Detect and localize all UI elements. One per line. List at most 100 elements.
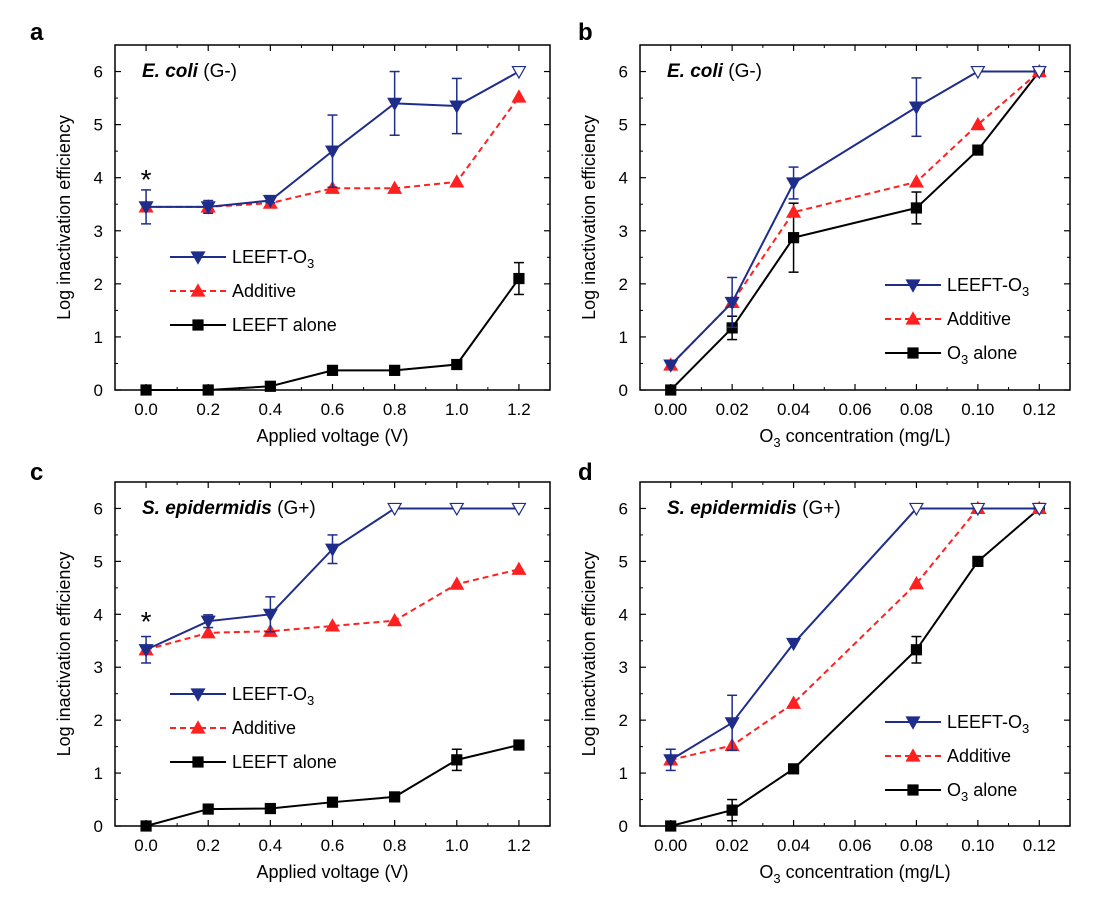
- data-point-leeft_o3: [511, 502, 527, 517]
- data-point-o3_alone: [910, 202, 923, 214]
- y-tick-label: 1: [619, 328, 628, 347]
- data-point-leeft_alone: [264, 380, 276, 392]
- data-point-additive: [387, 612, 403, 627]
- series-line-additive: [670, 507, 1040, 761]
- data-point-leeft_alone: [389, 364, 401, 376]
- data-point-leeft_o3: [786, 637, 802, 652]
- legend: LEEFT-O3 Additive LEEFT alone: [170, 684, 337, 772]
- data-point-additive: [908, 575, 924, 590]
- data-point-additive: [786, 204, 802, 218]
- y-tick-label: 0: [94, 381, 103, 400]
- panel-c: c 0 1 2 3 4 5 6 0.0 0.2 0.4 0.6 0.8 1.0 1.2 Applied vol…: [30, 459, 551, 882]
- significance-asterisk: *: [141, 164, 152, 195]
- panel-letter: a: [30, 19, 44, 46]
- x-axis-title-text: O: [759, 862, 773, 882]
- y-tick-label: 2: [94, 275, 103, 294]
- data-point-additive: [449, 576, 465, 590]
- x-tick-label: 0.0: [134, 400, 158, 419]
- x-tick-label: 0.04: [777, 836, 810, 855]
- series-leeft_o3: [663, 65, 1047, 373]
- y-tick-label: 1: [94, 328, 103, 347]
- data-point-leeft_o3: [663, 359, 679, 373]
- y-tick-label: 3: [619, 658, 628, 677]
- data-point-leeft_alone: [389, 791, 401, 803]
- x-tick-label: 0.00: [654, 400, 687, 419]
- data-point-leeft_o3: [324, 145, 341, 159]
- organism-name: E. coli: [142, 61, 199, 82]
- x-tick-label: 0.8: [383, 836, 407, 855]
- legend-label-additive: Additive: [232, 718, 296, 738]
- legend-text: Additive: [232, 718, 296, 738]
- x-tick-label: 0.08: [900, 836, 933, 855]
- panel-letter: c: [30, 459, 43, 486]
- y-tick-label: 4: [619, 605, 628, 624]
- legend-label-additive: Additive: [947, 309, 1011, 329]
- y-tick-label: 2: [619, 711, 628, 730]
- legend-text: LEEFT-O: [947, 712, 1022, 732]
- data-point-leeft_o3: [1031, 502, 1047, 517]
- data-point-leeft_o3: [262, 608, 278, 623]
- x-tick-label: 0.06: [838, 400, 871, 419]
- y-axis-title: Log inactivation efficiency: [579, 552, 599, 757]
- data-point-leeft_o3: [262, 194, 278, 209]
- y-tick-label: 6: [94, 499, 103, 518]
- legend-marker-leeft_o3: [905, 716, 921, 730]
- y-tick-label: 5: [619, 116, 628, 135]
- legend-text: Additive: [232, 281, 296, 301]
- y-tick-label: 4: [619, 169, 628, 188]
- series-line-o3_alone: [670, 70, 1041, 391]
- data-point-leeft_alone: [513, 272, 525, 285]
- data-point-leeft_o3: [1031, 65, 1047, 80]
- x-axis-title-text: Applied voltage (V): [256, 862, 408, 882]
- data-point-o3_alone: [972, 144, 984, 156]
- data-point-leeft_o3: [449, 100, 465, 114]
- y-tick-label: 0: [94, 817, 103, 836]
- x-axis-title-subscript: 3: [773, 871, 780, 886]
- data-point-leeft_o3: [786, 177, 802, 191]
- plot-frame: [639, 481, 1071, 827]
- legend-text: O: [947, 780, 961, 800]
- data-point-o3_alone: [972, 555, 984, 567]
- panel-a: a 0 1 2 3 4 5 6 0.0 0.2 0.4 0.6 0.8 1.0 1.2 Applied vol…: [30, 19, 551, 446]
- legend-text: Additive: [947, 309, 1011, 329]
- organism-gram: (G+): [277, 498, 316, 519]
- x-tick-label: 1.2: [507, 400, 531, 419]
- legend-marker-additive: [905, 748, 921, 762]
- data-point-additive: [511, 561, 527, 575]
- panel-letter: b: [578, 19, 593, 46]
- data-point-leeft_o3: [970, 65, 986, 80]
- data-point-leeft_o3: [511, 65, 527, 80]
- x-axis-title-subscript: 3: [773, 435, 780, 450]
- organism-name: E. coli: [667, 61, 724, 82]
- y-tick-label: 0: [619, 381, 628, 400]
- y-tick-label: 4: [94, 605, 103, 624]
- data-point-leeft_o3: [724, 717, 740, 731]
- data-point-leeft_alone: [140, 384, 152, 396]
- data-point-leeft_o3: [200, 201, 216, 215]
- data-point-leeft_o3: [387, 97, 403, 112]
- legend-label-leeft_o3: LEEFT-O3: [232, 247, 314, 271]
- data-point-leeft_o3: [200, 615, 216, 629]
- legend-label-leeft_o3: LEEFT-O3: [947, 712, 1029, 736]
- x-tick-label: 0.02: [716, 400, 749, 419]
- x-axis-title: O3 concentration (mg/L): [759, 426, 950, 450]
- x-tick-label: 0.04: [777, 400, 810, 419]
- data-point-leeft_o3: [970, 502, 986, 517]
- x-tick-label: 0.6: [321, 400, 345, 419]
- data-point-o3_alone: [787, 763, 800, 775]
- legend-label-leeft_o3: LEEFT-O3: [947, 275, 1029, 299]
- legend-marker-leeft_o3: [190, 688, 206, 702]
- significance-asterisk: *: [141, 606, 152, 637]
- x-tick-label: 0.0: [134, 836, 158, 855]
- y-tick-label: 6: [619, 63, 628, 82]
- data-point-leeft_o3: [324, 543, 341, 557]
- series-line-leeft_o3: [670, 507, 1040, 761]
- x-tick-label: 0.06: [838, 836, 871, 855]
- data-point-o3_alone: [665, 384, 677, 396]
- y-tick-label: 5: [94, 552, 103, 571]
- x-tick-label: 0.2: [196, 400, 220, 419]
